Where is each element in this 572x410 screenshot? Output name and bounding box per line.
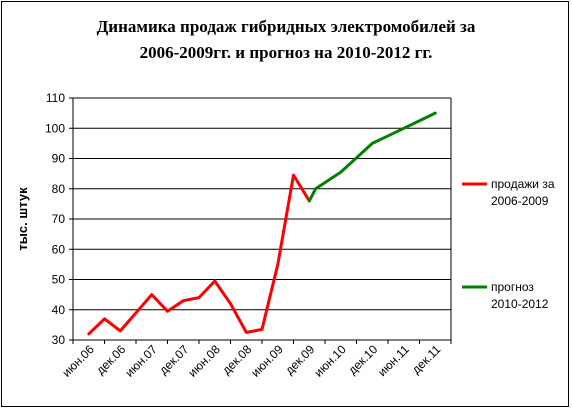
y-tick-label: 100 [45, 121, 65, 135]
y-tick-label: 50 [52, 273, 66, 287]
x-tick-label: дек.10 [345, 342, 380, 377]
y-tick-label: 40 [52, 303, 66, 317]
chart-title-line-1: Динамика продаж гибридных электромобилей… [96, 17, 476, 36]
y-tick-label: 90 [52, 152, 66, 166]
legend-label-1-line-2: 2006-2009 [491, 194, 549, 208]
legend-label-2-line-2: 2010-2012 [491, 297, 549, 311]
chart-title-line-2: 2006-2009гг. и прогноз на 2010-2012 гг. [139, 43, 433, 62]
chart-title: Динамика продаж гибридных электромобилей… [0, 14, 572, 66]
y-tick-label: 60 [52, 242, 66, 256]
x-tick-label: июн.08 [185, 342, 223, 380]
y-tick-label: 110 [46, 91, 65, 105]
x-tick-label: июн.06 [59, 342, 97, 380]
x-tick-label: дек.11 [409, 342, 444, 377]
x-tick-label: июн.10 [311, 342, 349, 380]
legend-label-1-line-1: продажи за [491, 177, 555, 191]
x-tick-label: июн.09 [248, 342, 286, 380]
y-tick-label: 70 [52, 212, 66, 226]
x-tick-label: июн.07 [122, 342, 160, 380]
y-axis-label: тыс. штук [15, 187, 30, 251]
y-tick-label: 80 [52, 182, 66, 196]
series-line-2 [307, 111, 437, 203]
legend-label-2-line-1: прогноз [491, 280, 534, 294]
x-tick-label: июн.11 [375, 342, 412, 379]
y-tick-label: 30 [52, 333, 66, 347]
